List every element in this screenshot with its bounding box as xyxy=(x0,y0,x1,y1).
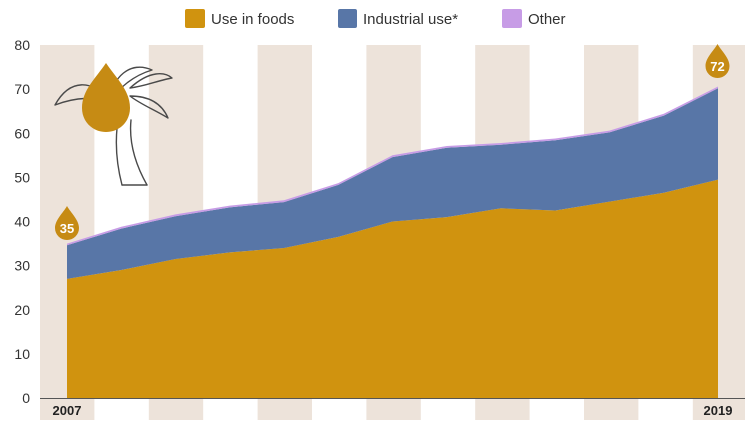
legend-item: Other xyxy=(502,9,566,28)
oil-drop-icon xyxy=(82,63,130,132)
y-tick-label: 50 xyxy=(14,169,30,185)
legend-swatch xyxy=(185,9,205,28)
area-series-industrial-use xyxy=(67,88,718,279)
legend-label: Industrial use* xyxy=(363,11,458,28)
y-tick-label: 30 xyxy=(14,258,30,274)
x-tick-label: 2007 xyxy=(53,403,82,418)
legend-item: Use in foods xyxy=(185,9,294,28)
y-tick-label: 60 xyxy=(14,125,30,141)
badge-label: 35 xyxy=(60,221,74,236)
drop-badge-shape xyxy=(55,206,79,240)
y-axis: 0 10 20 30 40 50 60 70 80 xyxy=(14,37,30,406)
y-tick-label: 20 xyxy=(14,302,30,318)
y-tick-label: 80 xyxy=(14,37,30,53)
x-tick-label: 2019 xyxy=(704,403,733,418)
legend-label: Use in foods xyxy=(211,11,294,28)
value-badge: 72 xyxy=(705,44,730,78)
value-badges: 35 72 xyxy=(55,44,730,240)
y-tick-label: 40 xyxy=(14,214,30,230)
y-tick-label: 70 xyxy=(14,81,30,97)
legend-item: Industrial use* xyxy=(338,9,458,28)
legend-swatch xyxy=(502,9,522,28)
x-axis: 2007 2019 xyxy=(40,398,745,418)
y-tick-label: 0 xyxy=(22,390,30,406)
y-tick-label: 10 xyxy=(14,346,30,362)
legend: Use in foods Industrial use* Other xyxy=(185,9,566,28)
badge-label: 72 xyxy=(710,59,724,74)
legend-label: Other xyxy=(528,11,566,28)
area-series-use-in-foods xyxy=(67,179,718,398)
legend-swatch xyxy=(338,9,357,28)
value-badge: 35 xyxy=(55,206,79,240)
drop-badge-shape xyxy=(705,44,730,78)
stacked-areas xyxy=(67,86,718,398)
